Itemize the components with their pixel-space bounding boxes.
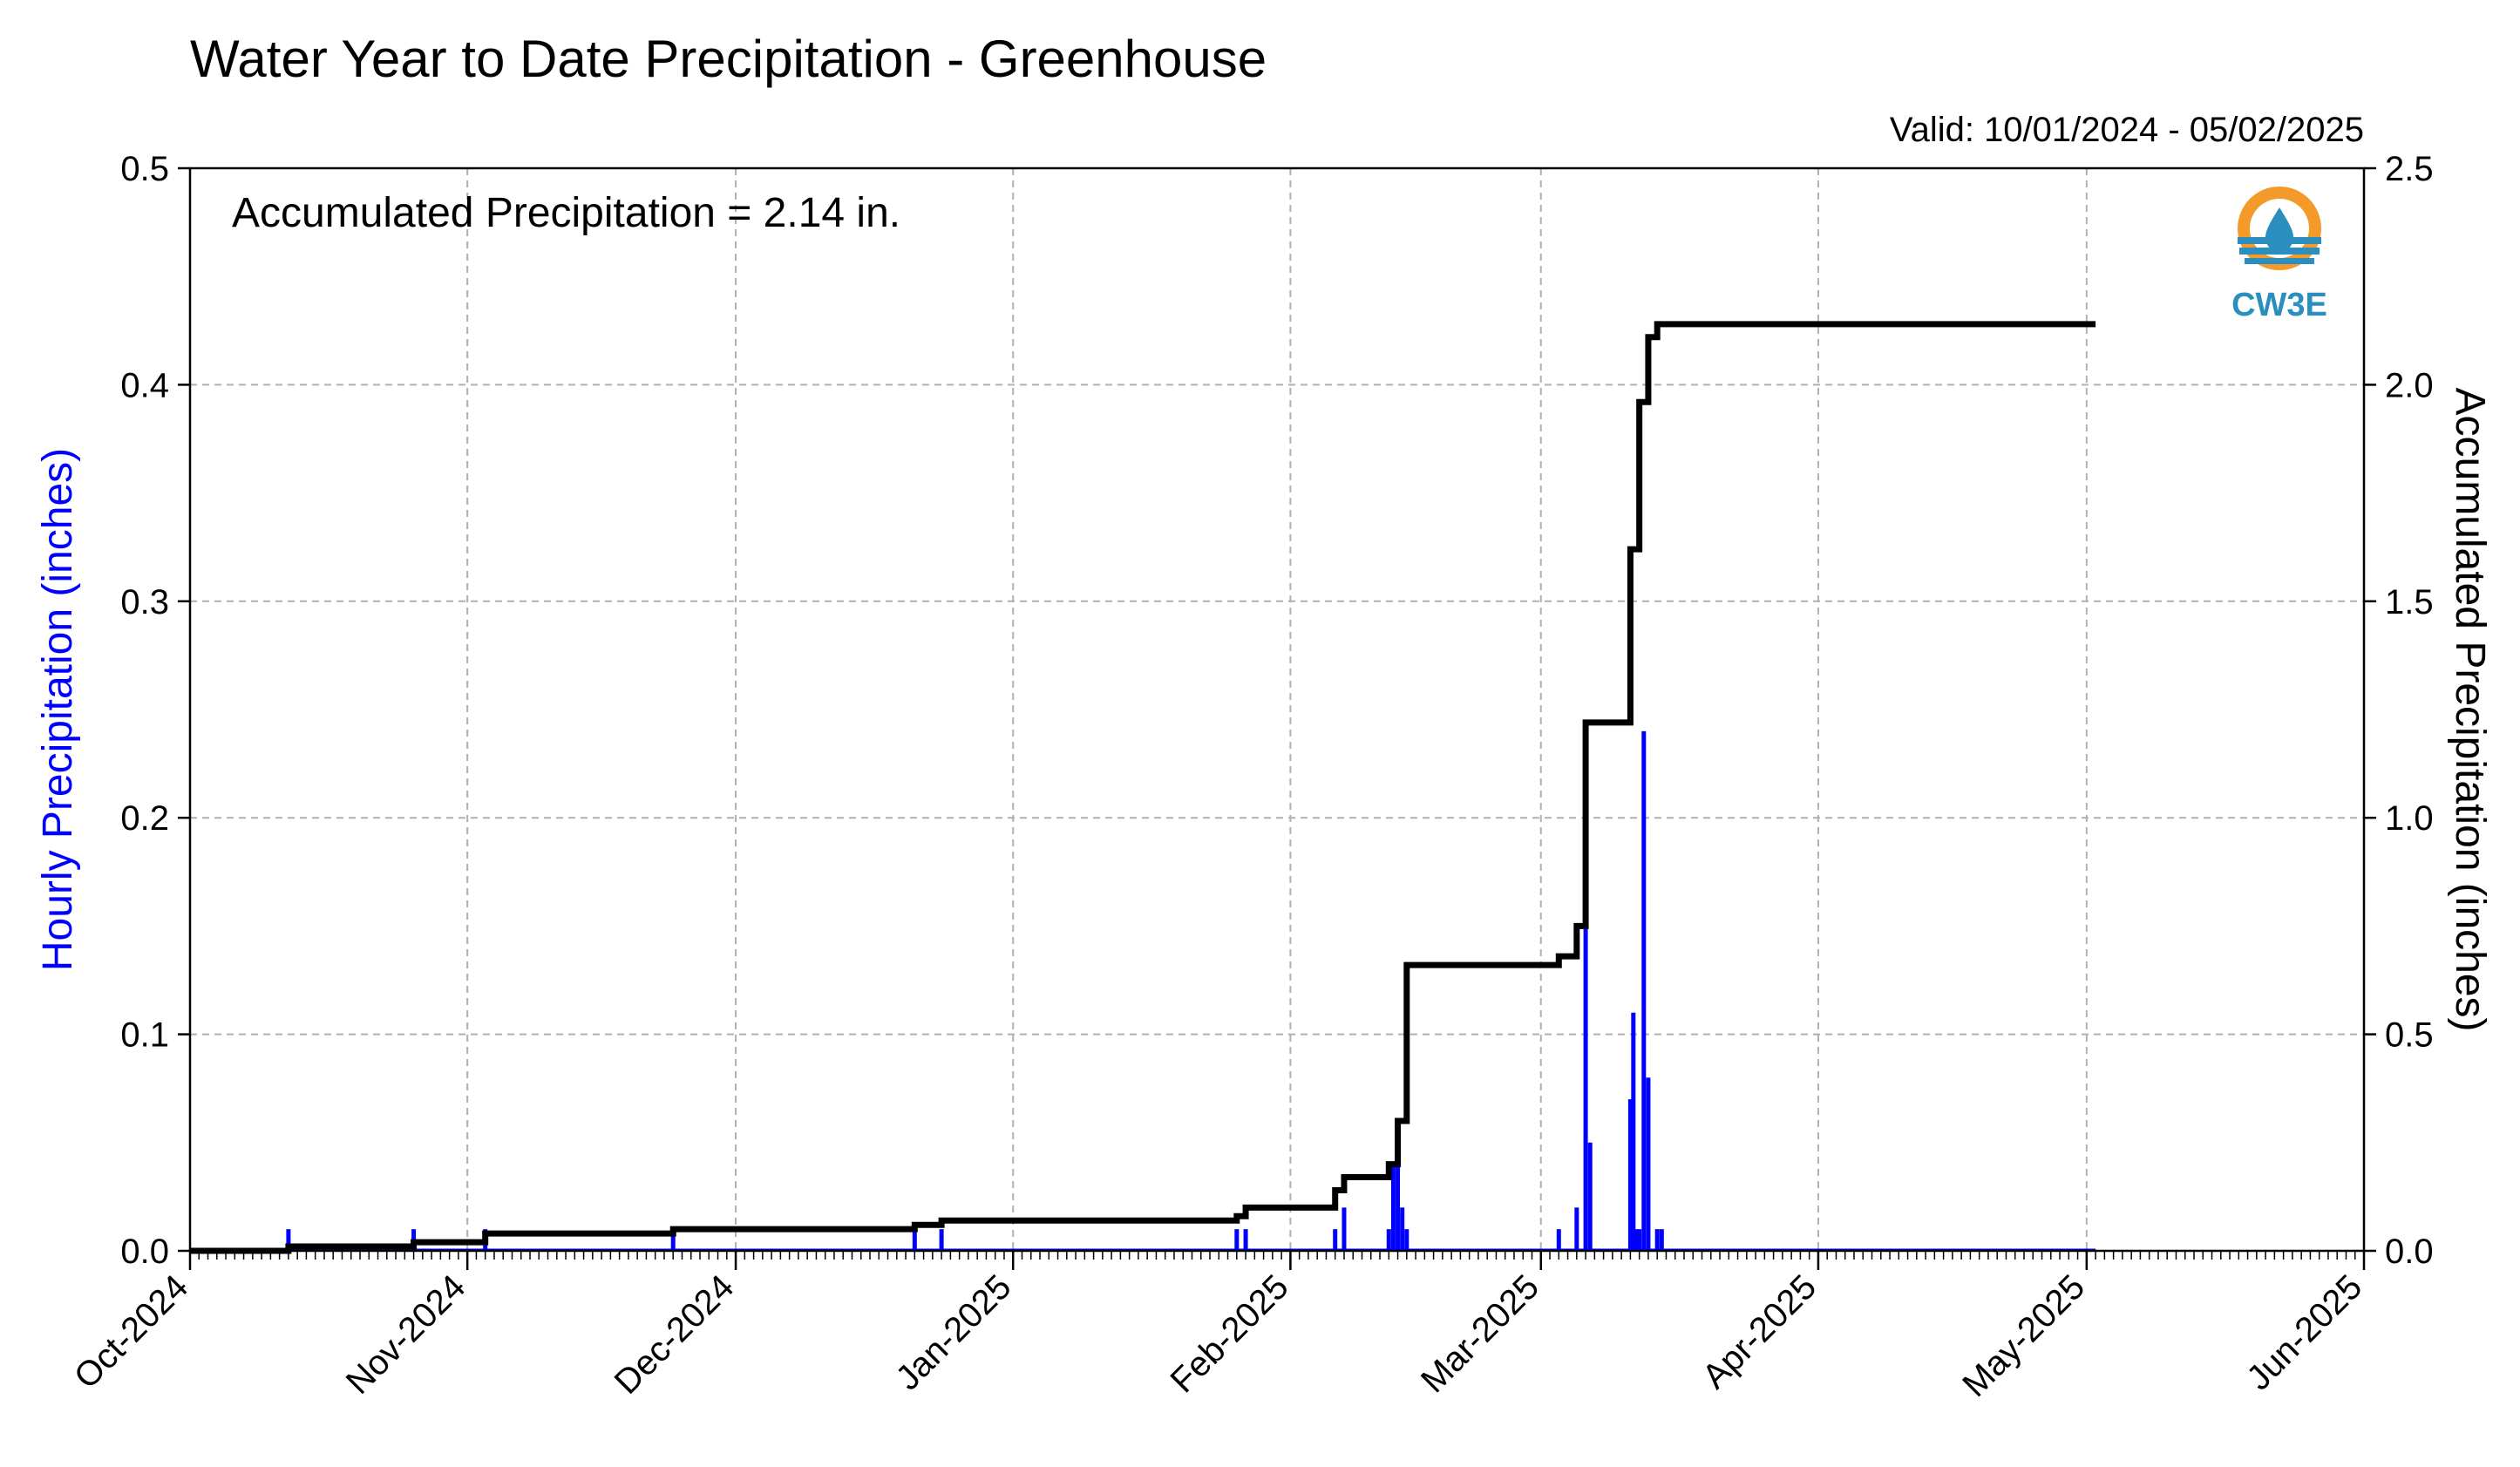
y-right-tick-label: 2.0 xyxy=(2385,366,2434,404)
hourly-bar xyxy=(1574,1207,1579,1251)
hourly-bar xyxy=(1654,1229,1660,1251)
x-tick-label: Dec-2024 xyxy=(608,1267,742,1402)
x-minor-ticks xyxy=(189,1251,2365,1260)
hourly-bar xyxy=(1659,1229,1664,1251)
hourly-bar xyxy=(1587,1142,1593,1251)
valid-range: Valid: 10/01/2024 - 05/02/2025 xyxy=(1890,111,2364,149)
y-left-tick-label: 0.2 xyxy=(120,799,169,838)
x-tick-label: Oct-2024 xyxy=(67,1267,195,1396)
plot-frame xyxy=(188,166,2366,1253)
hourly-bar xyxy=(1641,730,1647,1251)
hourly-bar xyxy=(1556,1229,1561,1251)
y-left-tick-label: 0.3 xyxy=(120,583,169,621)
y-axis-left: 0.0 0.1 0.2 0.3 0.4 0.5 xyxy=(120,150,190,1271)
hourly-bar xyxy=(1634,1229,1639,1251)
hourly-bar xyxy=(1627,1099,1633,1251)
logo-text: CW3E xyxy=(2231,287,2327,323)
x-tick-label: May-2025 xyxy=(1955,1267,2092,1404)
grid xyxy=(190,168,2364,1251)
accumulated-total-annotation: Accumulated Precipitation = 2.14 in. xyxy=(232,190,900,236)
hourly-bar xyxy=(912,1229,917,1251)
logo-wave-2 xyxy=(2239,248,2320,255)
y-left-tick-label: 0.4 xyxy=(120,366,169,404)
logo-wave-1 xyxy=(2238,237,2321,244)
hourly-bar xyxy=(1234,1229,1240,1251)
hourly-bar xyxy=(1631,1012,1636,1251)
hourly-bar xyxy=(1583,926,1588,1251)
hourly-precipitation-bars xyxy=(190,730,2096,1252)
x-tick-label: Feb-2025 xyxy=(1164,1267,1296,1400)
x-tick-label: Jan-2025 xyxy=(889,1267,1019,1397)
hourly-bar xyxy=(1404,1229,1409,1251)
x-tick-label: Nov-2024 xyxy=(339,1267,473,1402)
x-tick-label: Apr-2025 xyxy=(1695,1267,1824,1396)
y-right-tick-label: 1.5 xyxy=(2385,583,2434,621)
hourly-bar xyxy=(1243,1229,1248,1251)
hourly-bar xyxy=(670,1229,676,1251)
y-axis-right: 0.0 0.5 1.0 1.5 2.0 2.5 xyxy=(2364,150,2434,1271)
accumulated-precipitation-line-group xyxy=(190,321,2096,1254)
cw3e-logo: CW3E xyxy=(2231,187,2327,323)
y-right-tick-label: 1.0 xyxy=(2385,799,2434,838)
accumulated-precipitation-line xyxy=(190,321,2096,1254)
hourly-bar xyxy=(1400,1207,1405,1251)
chart-title: Water Year to Date Precipitation - Green… xyxy=(190,30,1267,88)
y-left-tick-label: 0.0 xyxy=(120,1233,169,1271)
y-right-tick-label: 2.5 xyxy=(2385,150,2434,188)
hourly-bar xyxy=(1646,1077,1651,1251)
hourly-bar xyxy=(1342,1207,1347,1251)
x-axis: Oct-2024 Nov-2024 Dec-2024 Jan-2025 Feb-2025… xyxy=(67,1251,2369,1404)
hourly-bar xyxy=(1386,1229,1391,1251)
hourly-bar xyxy=(1333,1229,1338,1251)
hourly-bar xyxy=(1396,1120,1401,1251)
y-axis-left-label: Hourly Precipitation (inches) xyxy=(35,448,81,971)
logo-wave-3 xyxy=(2245,258,2314,264)
hourly-bar xyxy=(1390,1164,1396,1251)
x-tick-label: Mar-2025 xyxy=(1414,1267,1546,1400)
hourly-bar xyxy=(939,1229,944,1251)
y-right-tick-label: 0.5 xyxy=(2385,1016,2434,1055)
y-right-tick-label: 0.0 xyxy=(2385,1233,2434,1271)
hourly-bar xyxy=(286,1229,291,1251)
hourly-bar xyxy=(1637,1229,1642,1251)
y-axis-right-label: Accumulated Precipitation (inches) xyxy=(2447,387,2493,1031)
y-left-tick-label: 0.1 xyxy=(120,1016,169,1055)
x-tick-label: Jun-2025 xyxy=(2239,1267,2369,1397)
y-left-tick-label: 0.5 xyxy=(120,150,169,188)
